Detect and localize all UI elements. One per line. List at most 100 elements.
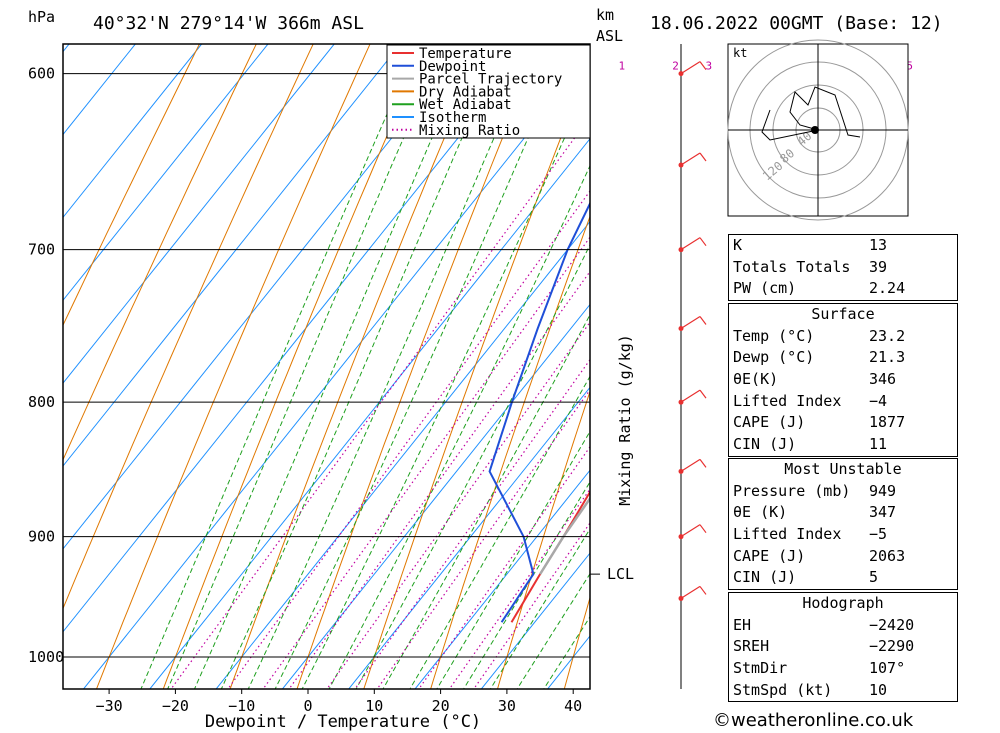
dry-adiabat-line bbox=[296, 44, 542, 689]
datetime-title: 18.06.2022 00GMT (Base: 12) bbox=[650, 13, 943, 34]
indices-label: StmDir bbox=[733, 659, 788, 678]
isotherm-line bbox=[215, 220, 590, 689]
indices-value: 346 bbox=[869, 370, 897, 389]
dry-adiabat-line bbox=[63, 44, 257, 461]
temp-tick-label: 40 bbox=[564, 697, 582, 715]
dry-adiabat-line bbox=[496, 389, 590, 689]
indices-table-surface: Surface Temp (°C) 23.2 Dewp (°C) 21.3 θE(K) 34… bbox=[728, 303, 958, 457]
mixing-ratio-line bbox=[326, 321, 590, 689]
temp-tick-label: 0 bbox=[303, 697, 312, 715]
lcl-label: LCL bbox=[607, 565, 634, 583]
indices-label: CIN (J) bbox=[733, 568, 797, 587]
dry-adiabat-line bbox=[63, 44, 314, 610]
indices-row: K 13 bbox=[729, 235, 957, 257]
indices-section-title: Surface bbox=[811, 305, 875, 323]
wind-barb-flag bbox=[699, 524, 707, 534]
indices-table-top: K 13 Totals Totals 39 PW (cm) 2.24 bbox=[728, 234, 958, 302]
indices-value: 347 bbox=[869, 503, 897, 522]
asl-label: ASL bbox=[596, 27, 623, 45]
wet-adiabat-line bbox=[274, 44, 570, 689]
km-label: km bbox=[596, 6, 614, 24]
temp-tick-label: −30 bbox=[96, 697, 123, 715]
dry-adiabat-line bbox=[95, 44, 371, 689]
mixing-ratio-line bbox=[376, 388, 590, 689]
indices-row: CAPE (J) 1877 bbox=[729, 412, 957, 434]
mixing-ratio-line bbox=[227, 190, 590, 689]
dry-adiabat-line bbox=[229, 44, 485, 689]
hodograph-trace bbox=[761, 86, 861, 141]
indices-row: CIN (J) 5 bbox=[729, 567, 957, 589]
wind-barb-flag bbox=[699, 152, 707, 162]
pressure-tick-label: 600 bbox=[28, 65, 55, 83]
indices-row: θE (K) 347 bbox=[729, 502, 957, 524]
indices-label: Lifted Index bbox=[733, 525, 842, 544]
indices-value: 1877 bbox=[869, 413, 906, 432]
indices-section-title: Hodograph bbox=[802, 594, 884, 612]
legend-item-label: Isotherm bbox=[419, 110, 486, 126]
wet-adiabat-line bbox=[463, 480, 590, 689]
dry-adiabat-line bbox=[430, 215, 590, 689]
dry-adiabat-line bbox=[63, 44, 201, 327]
pressure-tick-label: 1000 bbox=[28, 648, 64, 666]
indices-table-hodograph: Hodograph EH −2420 SREH −2290 StmDir 107° StmSp… bbox=[728, 592, 958, 703]
indices-row: Temp (°C) 23.2 bbox=[729, 326, 957, 348]
wind-barb-flag bbox=[699, 61, 707, 70]
wet-adiabat-line bbox=[382, 313, 590, 689]
indices-value: 2.24 bbox=[869, 279, 906, 298]
isotherm-line bbox=[149, 137, 590, 689]
isotherm-line bbox=[414, 469, 590, 689]
mixing-ratio-line bbox=[418, 445, 590, 689]
temp-tick-label: −10 bbox=[228, 697, 255, 715]
temp-tick-label: 10 bbox=[365, 697, 383, 715]
indices-row: Totals Totals 39 bbox=[729, 257, 957, 279]
wet-adiabat-line bbox=[220, 44, 503, 689]
indices-row: StmDir 107° bbox=[729, 658, 957, 680]
wind-barb bbox=[680, 237, 701, 251]
indices-value: −2420 bbox=[869, 615, 915, 634]
indices-label: PW (cm) bbox=[733, 279, 797, 298]
hodograph-unit-label: kt bbox=[733, 46, 747, 60]
indices-row: StmSpd (kt) 10 bbox=[729, 680, 957, 702]
wet-adiabat-line bbox=[193, 44, 474, 689]
indices-value: 11 bbox=[869, 435, 888, 454]
wind-barb-flag bbox=[699, 316, 707, 325]
indices-row: PW (cm) 2.24 bbox=[729, 278, 957, 300]
indices-row: Pressure (mb) 949 bbox=[729, 481, 957, 503]
dry-adiabat-line bbox=[952, 0, 1000, 733]
indices-row: CAPE (J) 2063 bbox=[729, 546, 957, 568]
indices-label: CAPE (J) bbox=[733, 546, 806, 565]
isotherm-line bbox=[348, 386, 590, 689]
indices-label: Totals Totals bbox=[733, 257, 851, 276]
indices-label: SREH bbox=[733, 637, 770, 656]
indices-label: CIN (J) bbox=[733, 435, 797, 454]
indices-value: 13 bbox=[869, 236, 888, 254]
indices-value: 2063 bbox=[869, 546, 906, 565]
mixing-ratio-line bbox=[354, 358, 590, 689]
dry-adiabat-line bbox=[563, 595, 590, 689]
temp-tick-label: −20 bbox=[162, 697, 189, 715]
wet-adiabat-line bbox=[436, 430, 590, 689]
wind-barb-flag bbox=[699, 389, 707, 399]
x-axis-label: Dewpoint / Temperature (°C) bbox=[205, 712, 481, 732]
indices-value: 23.2 bbox=[869, 326, 906, 345]
mixing-ratio-line bbox=[170, 115, 590, 689]
indices-label: Lifted Index bbox=[733, 391, 842, 410]
wind-barb bbox=[680, 152, 701, 166]
indices-label: CAPE (J) bbox=[733, 413, 806, 432]
legend-item-label: Temperature bbox=[419, 46, 512, 62]
legend-item-label: Dry Adiabat bbox=[419, 84, 512, 100]
legend-item-label: Dewpoint bbox=[419, 59, 486, 75]
indices-row: θE(K) 346 bbox=[729, 369, 957, 391]
wind-barb bbox=[680, 585, 701, 599]
indices-value: 949 bbox=[869, 481, 897, 500]
indices-value: −2290 bbox=[869, 637, 915, 656]
legend-item-label: Mixing Ratio bbox=[419, 123, 520, 139]
indices-value: 107° bbox=[869, 659, 906, 678]
indices-label: Temp (°C) bbox=[733, 326, 815, 345]
temp-tick-label: 20 bbox=[432, 697, 450, 715]
mixing-ratio-line bbox=[262, 236, 590, 689]
mixing-ratio-axis-label: Mixing Ratio (g/kg) bbox=[616, 334, 634, 506]
